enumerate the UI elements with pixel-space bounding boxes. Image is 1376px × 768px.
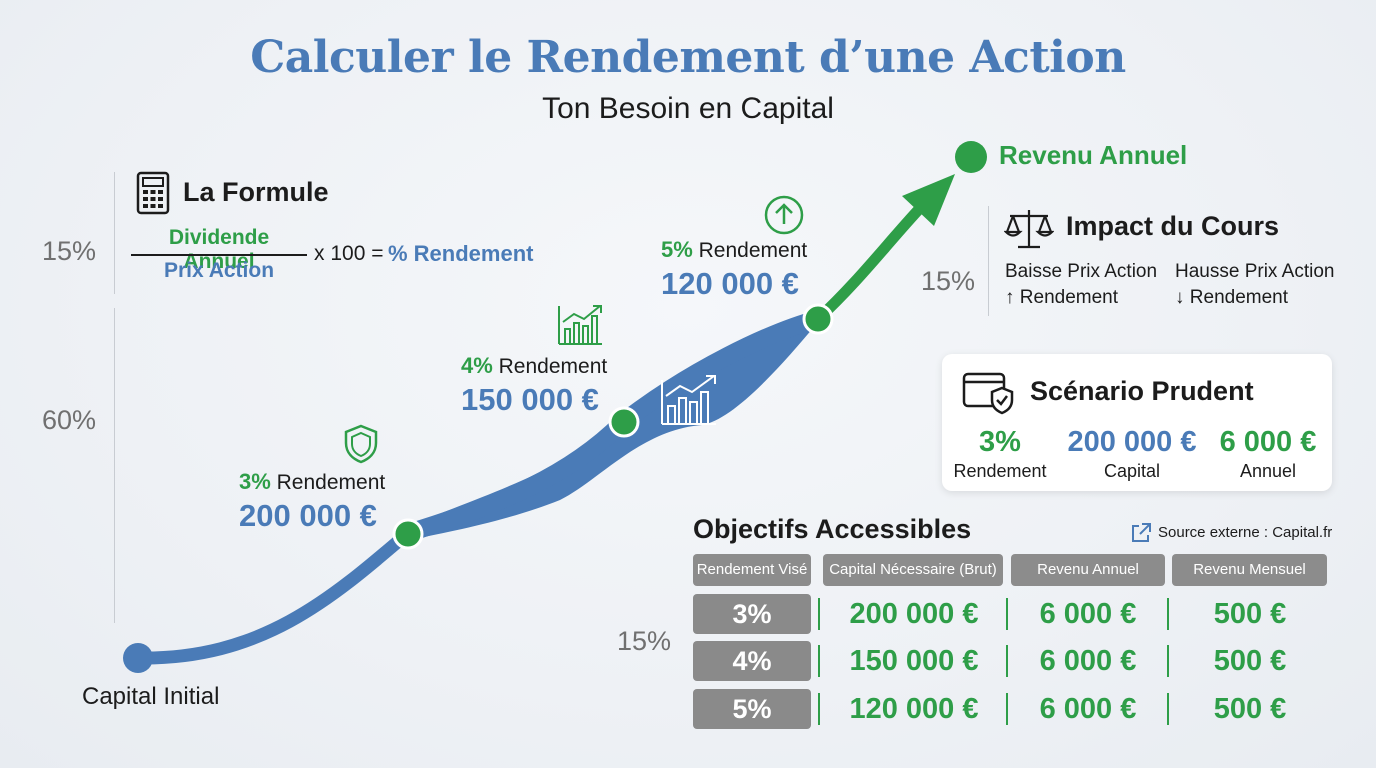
table-row-1-monthly: 500 €	[1213, 598, 1287, 630]
shield-icon	[344, 424, 378, 464]
capital-initial-label: Capital Initial	[82, 683, 220, 710]
page-subtitle: Ton Besoin en Capital	[542, 92, 834, 125]
table-row-2-capital: 150 000 €	[849, 645, 979, 677]
step-3-rate-label: 3% Rendement	[239, 469, 385, 495]
step-3-amount: 200 000 €	[239, 498, 377, 533]
node-step-5	[802, 303, 834, 335]
scenario-capital-col: 200 000 € Capital	[1060, 426, 1204, 482]
growth-arrow-head	[902, 174, 955, 226]
table-separator	[818, 598, 820, 630]
table-header-rate: Rendement Visé	[693, 554, 811, 586]
curve-segment-start	[131, 526, 415, 665]
growth-chart-icon	[558, 305, 602, 345]
scenario-annual-label: Annuel	[1239, 461, 1297, 481]
external-link-icon[interactable]	[1129, 521, 1153, 545]
table-row-1-rate: 3%	[693, 594, 811, 634]
table-separator	[1006, 645, 1008, 677]
step-5-word: Rendement	[698, 239, 808, 262]
source-link[interactable]: Source externe : Capital.fr	[1158, 524, 1333, 541]
impact-right-line1: Hausse Prix Action	[1175, 261, 1335, 282]
node-step-4	[608, 406, 640, 438]
table-row-3-monthly: 500 €	[1213, 693, 1287, 725]
node-capital-initial	[123, 643, 153, 673]
left-divider-bottom	[114, 308, 115, 623]
table-separator	[1006, 693, 1008, 725]
table-row-3-rate: 5%	[693, 689, 811, 729]
step-4-word: Rendement	[498, 355, 608, 378]
table-row-3-capital: 120 000 €	[849, 693, 979, 725]
growth-arrow-shaft	[812, 200, 928, 325]
table-row-2-monthly: 500 €	[1213, 645, 1287, 677]
table-header-capital: Capital Nécessaire (Brut)	[823, 554, 1003, 586]
side-percent-table: 15%	[617, 626, 672, 656]
node-revenu-annuel	[955, 141, 987, 173]
wallet-shield-icon	[962, 372, 1014, 415]
left-divider-top	[114, 172, 115, 294]
table-row-1-annual: 6 000 €	[1039, 598, 1137, 630]
table-row-2-annual: 6 000 €	[1039, 645, 1137, 677]
scenario-title: Scénario Prudent	[1030, 376, 1254, 406]
scenario-annual: 6 000 €	[1219, 426, 1317, 458]
curve-band	[408, 318, 818, 540]
impact-right-line2: ↓ Rendement	[1175, 287, 1289, 308]
step-5-amount: 120 000 €	[661, 266, 799, 301]
side-percent-mid: 60%	[42, 405, 97, 435]
table-separator	[1167, 645, 1169, 677]
formula-title: La Formule	[183, 177, 329, 207]
impact-divider	[988, 206, 989, 316]
table-separator	[1167, 693, 1169, 725]
revenu-annuel-label: Revenu Annuel	[999, 140, 1188, 170]
balance-scale-icon	[1004, 210, 1054, 249]
formula-multiplier: x 100 =	[314, 242, 384, 265]
formula-result: % Rendement	[388, 241, 534, 266]
scenario-rate: 3%	[979, 426, 1021, 458]
impact-left-line1: Baisse Prix Action	[1005, 261, 1158, 282]
formula-fraction-bar	[131, 254, 307, 256]
scenario-annual-col: 6 000 € Annuel	[1208, 426, 1328, 482]
band-chart-icon	[661, 375, 716, 425]
page-title: Calculer le Rendement d’une Action	[250, 32, 1126, 83]
table-header-annual: Revenu Annuel	[1011, 554, 1165, 586]
table-row-1-capital: 200 000 €	[849, 598, 979, 630]
step-3-rate: 3%	[239, 469, 271, 494]
scenario-card: Scénario Prudent 3% Rendement 200 000 € …	[942, 354, 1332, 491]
step-5-rate-label: 5% Rendement	[661, 237, 807, 263]
side-percent-impact: 15%	[921, 266, 976, 296]
impact-left-line2: ↑ Rendement	[1005, 287, 1119, 308]
table-separator	[818, 693, 820, 725]
step-3-word: Rendement	[276, 471, 386, 494]
up-arrow-circle-icon	[764, 195, 804, 235]
table-header-monthly: Revenu Mensuel	[1172, 554, 1327, 586]
step-5-rate: 5%	[661, 237, 693, 262]
node-step-3	[392, 518, 424, 550]
formula-denominator: Prix Action	[163, 259, 275, 282]
step-4-amount: 150 000 €	[461, 382, 599, 417]
table-row-2-rate: 4%	[693, 641, 811, 681]
calculator-icon	[136, 171, 170, 215]
table-row-3-annual: 6 000 €	[1039, 693, 1137, 725]
scenario-rate-label: Rendement	[953, 461, 1047, 481]
scenario-capital-label: Capital	[1103, 461, 1161, 481]
objectives-title: Objectifs Accessibles	[693, 514, 972, 544]
side-percent-top: 15%	[42, 236, 97, 266]
step-4-rate: 4%	[461, 353, 493, 378]
table-separator	[818, 645, 820, 677]
impact-title: Impact du Cours	[1066, 211, 1280, 241]
scenario-capital: 200 000 €	[1067, 426, 1197, 458]
table-separator	[1167, 598, 1169, 630]
step-4-rate-label: 4% Rendement	[461, 353, 607, 379]
table-separator	[1006, 598, 1008, 630]
scenario-rate-col: 3% Rendement	[950, 426, 1050, 482]
